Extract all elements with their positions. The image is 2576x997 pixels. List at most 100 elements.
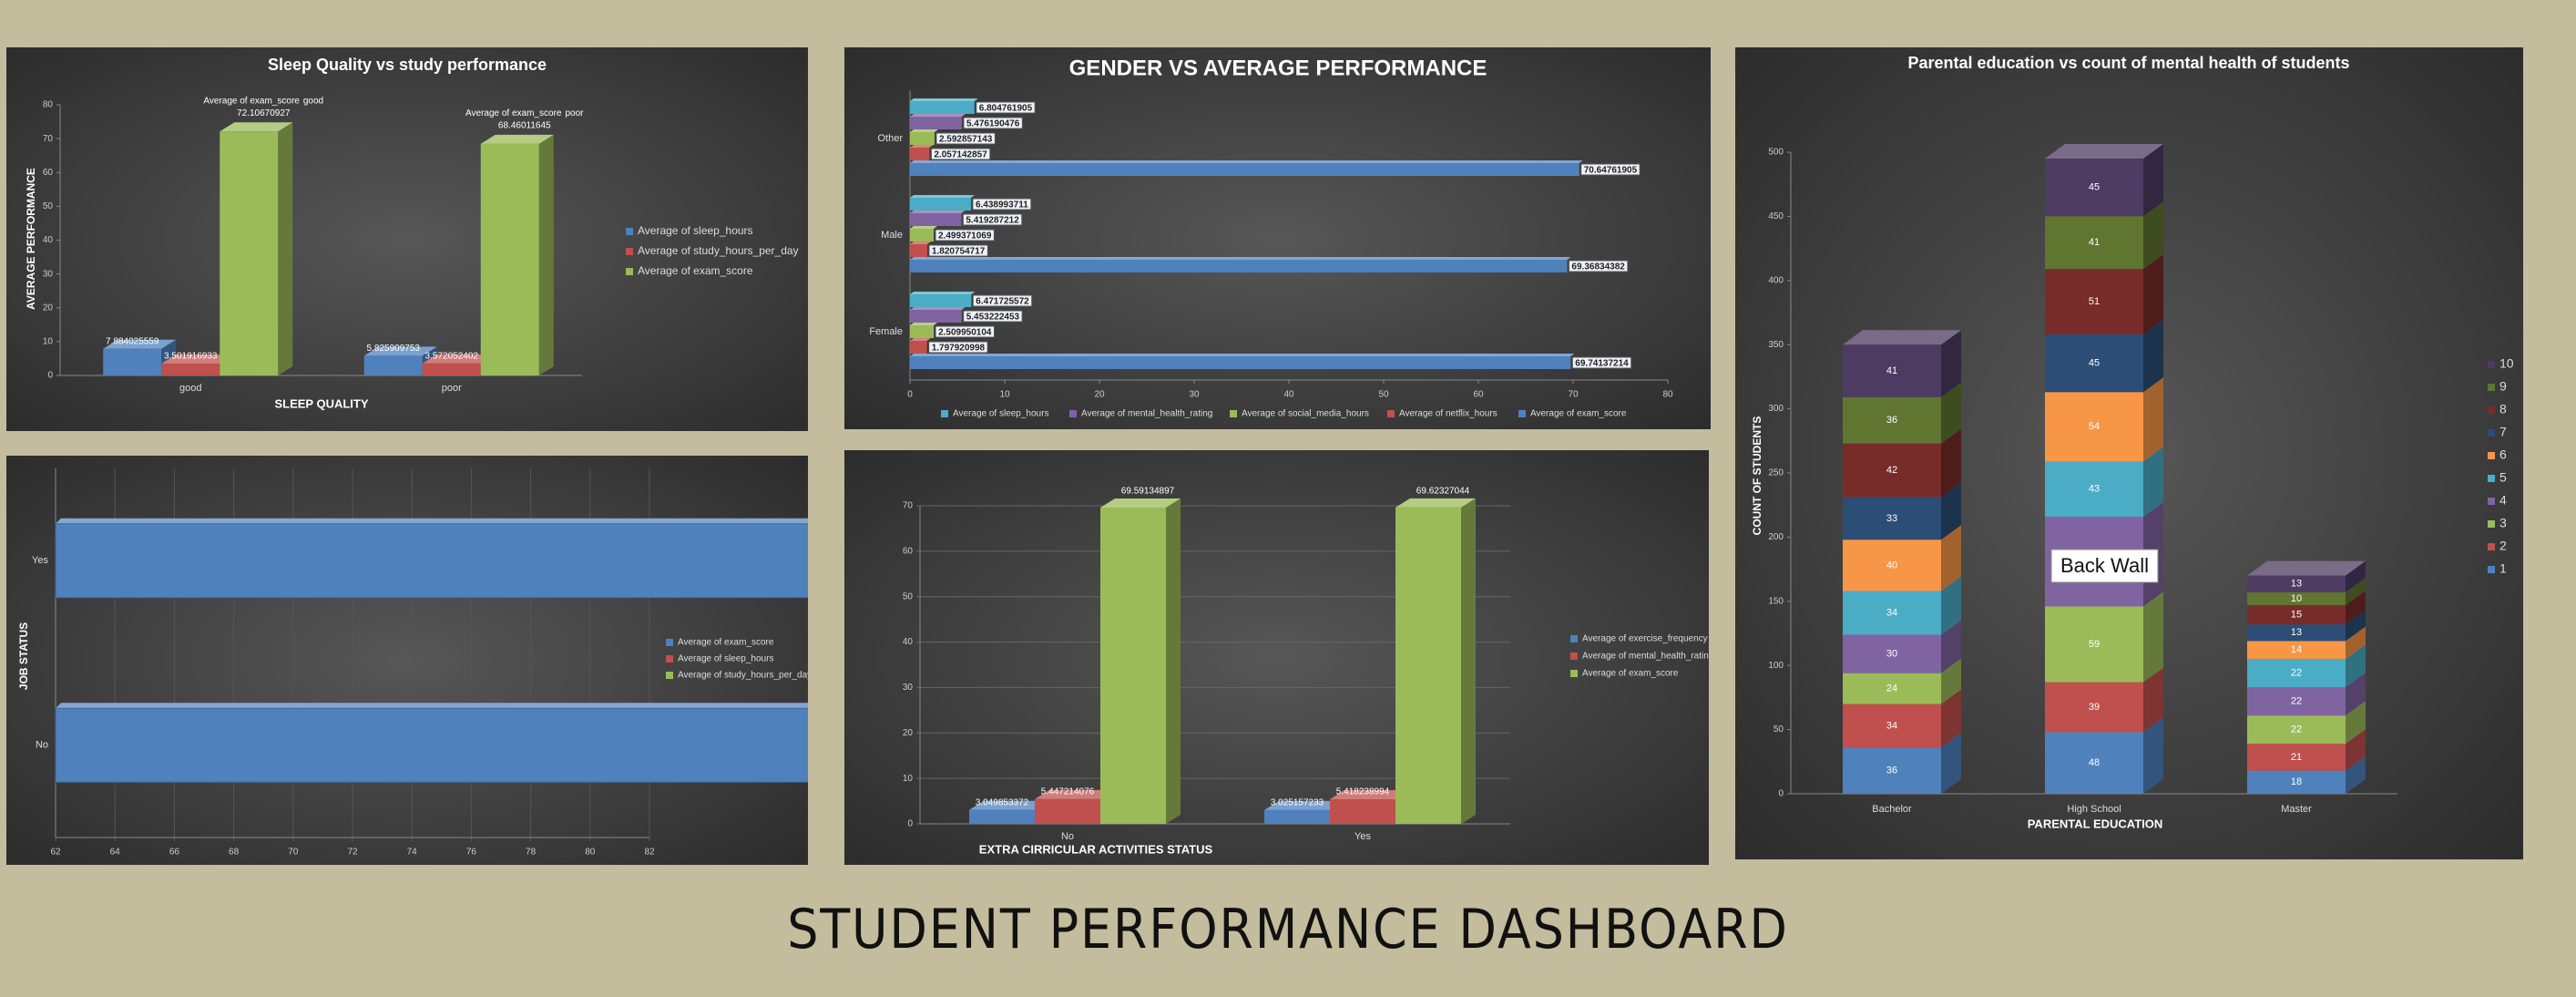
x-tick-label: 70	[288, 848, 299, 858]
x-tick-label: 40	[1283, 390, 1294, 400]
data-label: 21	[2291, 752, 2302, 763]
data-label-box	[1571, 356, 1632, 369]
legend-label: 10	[2499, 356, 2514, 371]
data-label: 69.36834382	[1571, 262, 1625, 272]
bar-top	[910, 292, 976, 294]
y-tick-label: 150	[1768, 596, 1784, 606]
bar-top	[103, 339, 177, 349]
x-axis-title: EXTRA CIRRICULAR ACTIVITIES STATUS	[979, 842, 1213, 856]
legend-marker	[2488, 566, 2495, 573]
y-tick-label: 200	[1768, 532, 1784, 542]
x-tick-label: 68	[229, 848, 240, 858]
data-label-box	[972, 198, 1032, 211]
legend-marker	[2488, 543, 2495, 550]
chart-panel: EXTRA CIRRICULAR ACTIVITIES STATUS 0 10 20 3…	[844, 450, 1709, 865]
bar	[2247, 591, 2346, 606]
y-tick-label: 0	[907, 819, 913, 829]
legend-label: Average of sleep_hours	[678, 654, 773, 664]
bar-side	[2143, 319, 2163, 393]
x-tick-label: 72	[347, 848, 358, 858]
legend-label: 3	[2499, 516, 2507, 530]
y-tick-label: 400	[1768, 275, 1784, 285]
x-tick-label: 76	[466, 848, 477, 858]
bar	[1264, 809, 1330, 824]
y-tick-label: 50	[903, 591, 914, 601]
data-label: 42	[1886, 465, 1897, 476]
legend-marker	[626, 268, 633, 275]
data-label: 54	[2089, 421, 2100, 432]
bar-top	[422, 354, 496, 364]
data-label: 6.471725572	[976, 297, 1029, 307]
bar	[2045, 216, 2143, 270]
bar-top	[910, 145, 934, 148]
legend-label: Average of sleep_hours	[953, 409, 1048, 419]
bar-side	[2346, 755, 2366, 794]
data-label-name: Average of exam_score poor	[465, 108, 584, 118]
x-tick-label: High School	[2067, 804, 2121, 815]
x-tick-label: 64	[110, 848, 121, 858]
y-tick-label: 10	[903, 774, 914, 784]
bar	[1035, 798, 1100, 824]
series-name: Average of exam_score	[465, 108, 562, 118]
bar-side	[1941, 330, 1961, 397]
bar-side	[2143, 377, 2163, 462]
data-label: 41	[1886, 365, 1897, 376]
bar-side	[2346, 560, 2366, 592]
data-label-box	[928, 244, 988, 257]
legend-label: 2	[2499, 539, 2507, 553]
legend-marker	[2488, 406, 2495, 414]
bar-side	[2143, 254, 2163, 334]
y-tick-label: 60	[43, 168, 54, 178]
bar	[363, 355, 423, 375]
chart: JOB STATUS6264666870727476788082NoYes69.…	[17, 468, 808, 858]
bar	[1843, 673, 1941, 704]
legend-marker	[1230, 410, 1237, 417]
data-label: 1.797920998	[932, 344, 986, 354]
x-tick-label: good	[179, 383, 201, 394]
data-label: 5.418238994	[1336, 787, 1390, 797]
bar-side	[1941, 428, 1961, 498]
data-label: 51	[2089, 296, 2100, 307]
bar-top	[1100, 498, 1181, 509]
legend-label: 1	[2499, 561, 2507, 576]
series-name: Average of exam_score	[203, 96, 300, 106]
y-tick-label: 30	[903, 683, 914, 693]
data-label: 59	[2089, 639, 2100, 650]
bar	[1843, 497, 1941, 540]
bar-side	[2143, 144, 2163, 217]
data-label: 13	[2291, 579, 2302, 590]
x-tick-label: 70	[1568, 390, 1579, 400]
data-label-box	[930, 148, 991, 160]
y-tick-label: 70	[903, 501, 914, 511]
data-label: 45	[2089, 182, 2100, 193]
data-label: 13	[2291, 627, 2302, 638]
x-tick-label: 30	[1189, 390, 1200, 400]
data-label-box	[1568, 260, 1629, 272]
legend-marker	[1570, 635, 1578, 642]
bar-side	[2143, 667, 2163, 733]
data-label: 14	[2291, 644, 2302, 655]
data-label: 70.64761905	[1584, 166, 1638, 176]
bar-top	[910, 226, 937, 229]
data-label-box	[962, 213, 1023, 226]
y-tick-label: Other	[877, 133, 903, 144]
y-tick-label: 70	[43, 134, 54, 144]
category-name: good	[303, 96, 323, 106]
bar-top	[910, 307, 966, 310]
legend-label: 9	[2499, 379, 2507, 394]
bar	[910, 325, 935, 338]
bar	[910, 213, 962, 226]
bar	[1843, 747, 1941, 794]
x-tick-label: Master	[2281, 804, 2312, 815]
legend-marker	[2488, 384, 2495, 391]
bar	[2045, 732, 2143, 794]
data-label: 40	[1886, 560, 1897, 570]
bar	[2247, 659, 2346, 688]
y-axis-title: JOB STATUS	[17, 622, 30, 690]
bar-side	[2346, 701, 2366, 745]
bar	[1100, 508, 1166, 824]
data-label: 43	[2089, 484, 2100, 495]
bar	[910, 260, 1568, 272]
data-label-name: Average of exam_score good	[203, 96, 323, 106]
data-label: 22	[2291, 668, 2302, 679]
